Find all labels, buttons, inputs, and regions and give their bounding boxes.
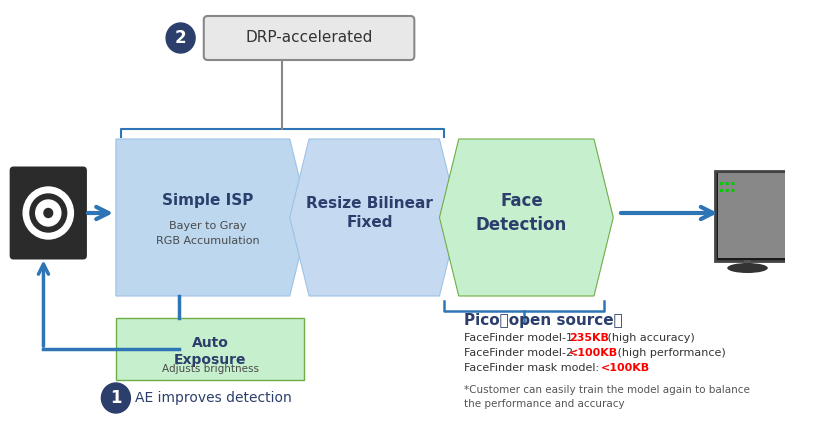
- Circle shape: [102, 383, 130, 413]
- Text: AE improves detection: AE improves detection: [135, 391, 292, 405]
- Text: RGB Accumulation: RGB Accumulation: [156, 236, 259, 246]
- Circle shape: [166, 23, 195, 53]
- Ellipse shape: [728, 263, 767, 273]
- Text: Resize Bilinear
Fixed: Resize Bilinear Fixed: [306, 196, 433, 230]
- FancyBboxPatch shape: [10, 167, 87, 259]
- Text: *Customer can easily train the model again to balance
the performance and accura: *Customer can easily train the model aga…: [463, 385, 750, 409]
- Text: Simple ISP: Simple ISP: [162, 193, 254, 208]
- Text: <100KB: <100KB: [601, 363, 650, 373]
- Polygon shape: [289, 139, 459, 296]
- Text: FaceFinder model-2:: FaceFinder model-2:: [463, 348, 580, 358]
- Text: Face
Detection: Face Detection: [476, 192, 567, 234]
- FancyBboxPatch shape: [204, 16, 415, 60]
- Circle shape: [24, 187, 73, 239]
- Text: (high accuracy): (high accuracy): [603, 333, 694, 343]
- Bar: [718, 173, 787, 258]
- Text: Pico（open source）: Pico（open source）: [463, 313, 622, 328]
- Text: Adjusts brightness: Adjusts brightness: [162, 364, 259, 374]
- Text: Auto
Exposure: Auto Exposure: [174, 336, 246, 367]
- Text: 235KB: 235KB: [569, 333, 609, 343]
- Polygon shape: [116, 139, 309, 296]
- Text: 1: 1: [110, 389, 122, 407]
- Text: (high performance): (high performance): [615, 348, 726, 358]
- Text: Bayer to Gray: Bayer to Gray: [169, 221, 246, 231]
- Circle shape: [44, 208, 53, 218]
- Circle shape: [36, 200, 61, 226]
- Text: 2: 2: [175, 29, 186, 47]
- FancyBboxPatch shape: [116, 318, 304, 380]
- Bar: [744, 260, 751, 270]
- Text: FaceFinder mask model:: FaceFinder mask model:: [463, 363, 602, 373]
- FancyBboxPatch shape: [715, 171, 790, 261]
- Text: ■ ■ ■: ■ ■ ■: [720, 188, 734, 193]
- Text: <100KB: <100KB: [569, 348, 618, 358]
- Text: DRP-accelerated: DRP-accelerated: [246, 31, 372, 46]
- Text: FaceFinder model-1:: FaceFinder model-1:: [463, 333, 580, 343]
- Polygon shape: [440, 139, 613, 296]
- Text: ■ ■ ■: ■ ■ ■: [720, 181, 734, 186]
- Circle shape: [30, 194, 67, 232]
